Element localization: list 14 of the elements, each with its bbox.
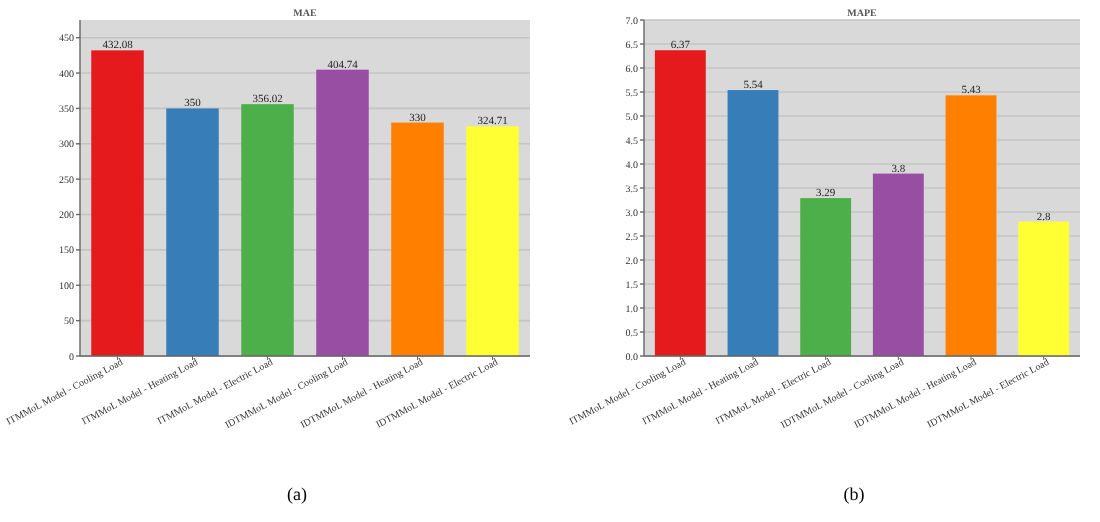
bar (166, 108, 219, 356)
bar (316, 69, 369, 356)
bar (91, 50, 144, 356)
bar (727, 90, 779, 356)
bar (391, 122, 444, 356)
bar (1018, 221, 1070, 356)
bar (800, 198, 852, 356)
bar (872, 173, 924, 356)
text: (a) (287, 484, 307, 504)
text: (b) (843, 484, 865, 504)
bar (945, 95, 997, 356)
bar (466, 126, 519, 356)
bar (241, 104, 294, 356)
bar (654, 50, 706, 356)
